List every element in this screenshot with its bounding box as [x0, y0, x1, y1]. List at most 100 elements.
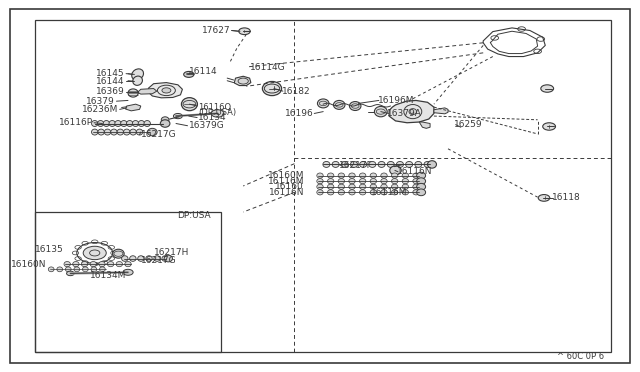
Ellipse shape — [92, 129, 98, 135]
Text: 16236M: 16236M — [82, 105, 118, 114]
Bar — [35, 212, 221, 352]
Ellipse shape — [124, 129, 130, 135]
Ellipse shape — [132, 69, 143, 80]
Ellipse shape — [317, 190, 323, 195]
Circle shape — [538, 195, 550, 201]
Ellipse shape — [360, 161, 367, 167]
Ellipse shape — [360, 179, 366, 184]
Text: 16116P: 16116P — [59, 118, 93, 127]
Text: 16114: 16114 — [189, 67, 218, 76]
Ellipse shape — [154, 256, 160, 261]
Ellipse shape — [144, 121, 150, 126]
Text: 16134: 16134 — [198, 113, 227, 122]
Text: 16196: 16196 — [285, 109, 314, 118]
Polygon shape — [419, 122, 430, 128]
Text: 16196M: 16196M — [378, 96, 414, 105]
Ellipse shape — [392, 173, 398, 178]
Ellipse shape — [381, 184, 387, 189]
Text: 16116N: 16116N — [269, 188, 304, 197]
Ellipse shape — [81, 262, 88, 267]
Ellipse shape — [392, 179, 398, 184]
Polygon shape — [125, 104, 141, 111]
Ellipse shape — [351, 161, 358, 167]
Ellipse shape — [125, 262, 131, 267]
Ellipse shape — [328, 184, 334, 189]
Circle shape — [173, 113, 182, 119]
Text: 16144: 16144 — [96, 77, 125, 86]
Ellipse shape — [417, 178, 426, 185]
Ellipse shape — [262, 81, 282, 96]
Ellipse shape — [122, 256, 128, 261]
Ellipse shape — [182, 98, 197, 111]
Circle shape — [211, 110, 224, 117]
Ellipse shape — [392, 190, 398, 195]
Ellipse shape — [402, 190, 408, 195]
Ellipse shape — [132, 76, 143, 85]
Ellipse shape — [108, 262, 114, 267]
Text: 16160N: 16160N — [11, 260, 46, 269]
Ellipse shape — [413, 179, 419, 184]
Text: 16116M: 16116M — [371, 188, 408, 197]
Text: ^ 60C 0P 6: ^ 60C 0P 6 — [557, 352, 604, 361]
Ellipse shape — [370, 179, 376, 184]
Text: 16217H: 16217H — [154, 248, 189, 257]
Circle shape — [239, 28, 250, 35]
Ellipse shape — [370, 184, 376, 189]
Text: 16116N: 16116N — [397, 167, 432, 176]
Ellipse shape — [413, 190, 419, 195]
Text: 16134M: 16134M — [90, 271, 126, 280]
Ellipse shape — [97, 121, 104, 126]
Text: 16116M: 16116M — [268, 177, 304, 186]
Ellipse shape — [349, 190, 355, 195]
Text: 16114G: 16114G — [250, 63, 285, 72]
Ellipse shape — [360, 173, 366, 178]
Ellipse shape — [349, 102, 361, 110]
Text: 16369: 16369 — [96, 87, 125, 96]
Ellipse shape — [328, 190, 334, 195]
Ellipse shape — [390, 166, 401, 175]
Ellipse shape — [73, 262, 79, 267]
Bar — [35, 20, 611, 352]
Ellipse shape — [317, 99, 329, 108]
Ellipse shape — [103, 121, 109, 126]
Ellipse shape — [146, 256, 152, 261]
Ellipse shape — [317, 184, 323, 189]
Polygon shape — [234, 76, 251, 86]
Ellipse shape — [338, 173, 344, 178]
Ellipse shape — [349, 184, 355, 189]
Ellipse shape — [99, 262, 105, 267]
Circle shape — [83, 246, 106, 260]
Ellipse shape — [128, 89, 138, 97]
Ellipse shape — [92, 121, 98, 126]
Ellipse shape — [402, 179, 408, 184]
Ellipse shape — [381, 173, 387, 178]
Ellipse shape — [341, 161, 348, 167]
Ellipse shape — [338, 190, 344, 195]
Ellipse shape — [136, 129, 143, 135]
Ellipse shape — [138, 121, 145, 126]
Text: 16160: 16160 — [275, 182, 304, 191]
Ellipse shape — [409, 109, 417, 115]
Ellipse shape — [57, 267, 63, 272]
Ellipse shape — [83, 267, 88, 272]
Ellipse shape — [164, 255, 173, 262]
Text: 16135: 16135 — [35, 246, 64, 254]
Polygon shape — [389, 100, 434, 123]
Ellipse shape — [369, 161, 376, 167]
Text: (DP:USA): (DP:USA) — [198, 108, 237, 117]
Circle shape — [123, 269, 133, 275]
Ellipse shape — [116, 262, 122, 267]
Ellipse shape — [417, 189, 426, 196]
Polygon shape — [148, 83, 182, 98]
Ellipse shape — [396, 161, 403, 167]
Ellipse shape — [338, 184, 344, 189]
Text: 16259: 16259 — [454, 120, 483, 129]
Circle shape — [67, 271, 74, 276]
Ellipse shape — [406, 161, 413, 167]
Text: 16118: 16118 — [552, 193, 580, 202]
Ellipse shape — [417, 183, 426, 190]
Ellipse shape — [138, 256, 144, 261]
Text: 16160M: 16160M — [268, 171, 304, 180]
Ellipse shape — [428, 161, 436, 168]
Ellipse shape — [381, 190, 387, 195]
